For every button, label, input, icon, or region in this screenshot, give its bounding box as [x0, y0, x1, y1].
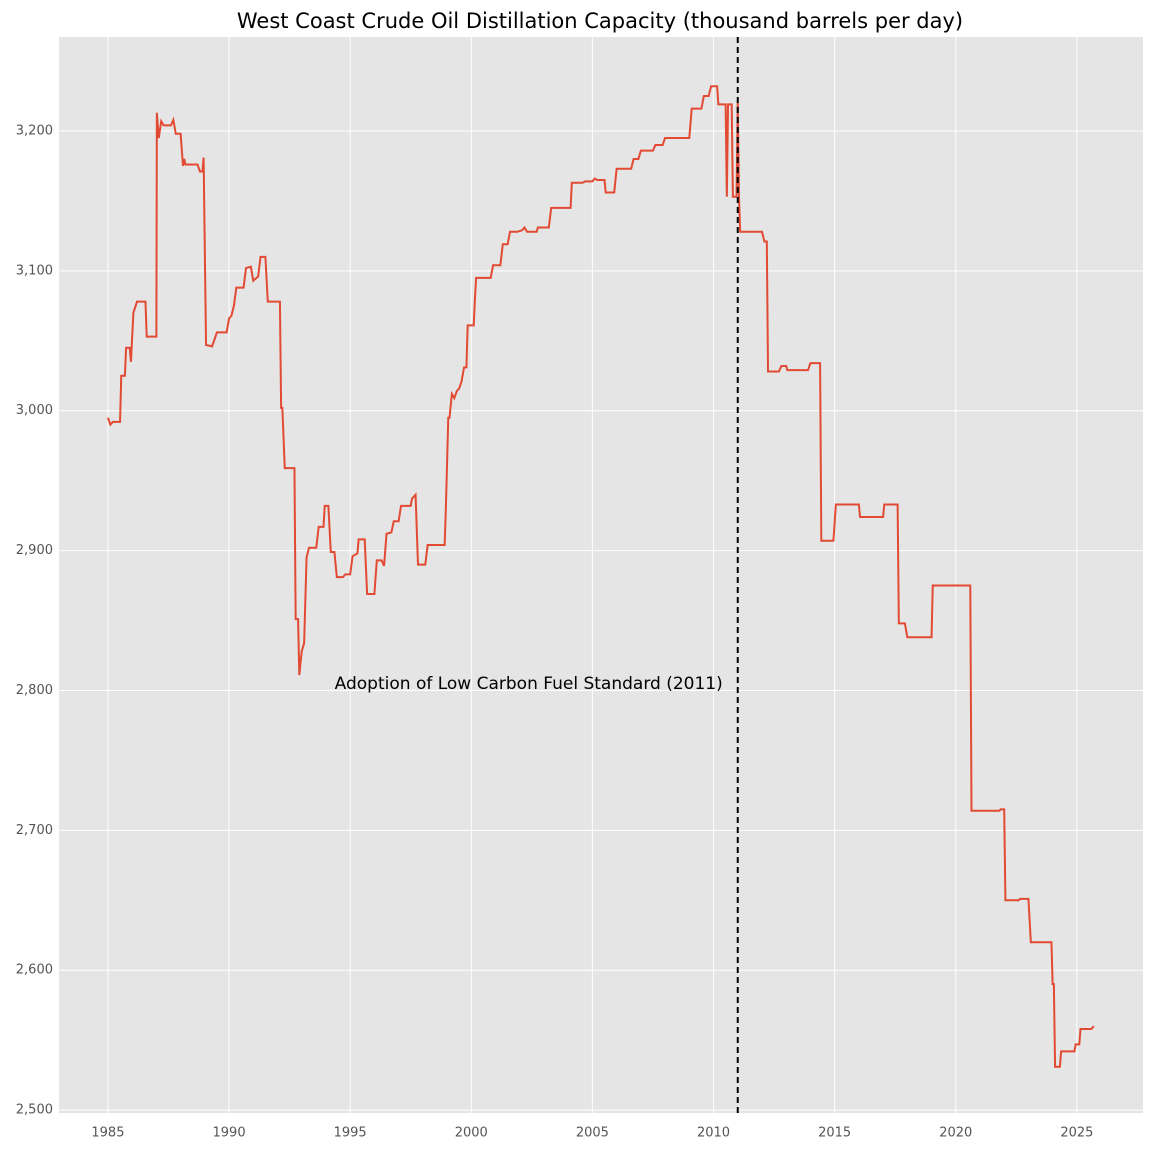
y-tick-label: 2,500 — [16, 1103, 53, 1118]
x-tick-label: 1990 — [213, 1126, 246, 1141]
plot-background — [59, 37, 1143, 1113]
x-tick-label: 2005 — [576, 1126, 609, 1141]
y-tick-label: 2,600 — [16, 963, 53, 978]
x-tick-label: 2020 — [939, 1126, 972, 1141]
chart-title: West Coast Crude Oil Distillation Capaci… — [237, 9, 963, 33]
y-tick-label: 3,000 — [16, 403, 53, 418]
x-tick-label: 2025 — [1060, 1126, 1093, 1141]
y-tick-label: 3,100 — [16, 263, 53, 278]
line — [106, 85, 1095, 1068]
annotation: Adoption of Low Carbon Fuel Standard (20… — [335, 674, 723, 694]
x-tick-label: 1985 — [91, 1126, 124, 1141]
y-tick-label: 3,200 — [16, 123, 53, 138]
x-tick-label: 2010 — [697, 1126, 730, 1141]
x-tick-label: 1995 — [334, 1126, 367, 1141]
x-tick-label: 2015 — [818, 1126, 851, 1141]
x-tick-label: 2000 — [455, 1126, 488, 1141]
y-tick-label: 2,900 — [16, 543, 53, 558]
y-tick-label: 2,700 — [16, 823, 53, 838]
y-tick-label: 2,800 — [16, 683, 53, 698]
